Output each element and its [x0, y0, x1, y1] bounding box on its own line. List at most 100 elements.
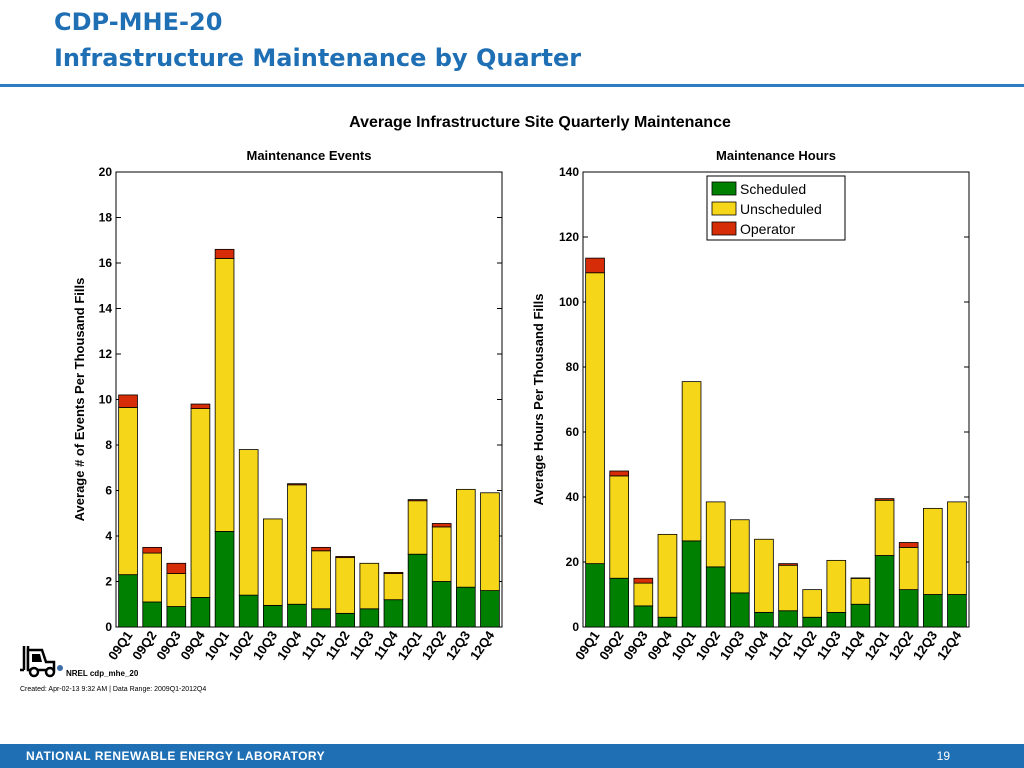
bar-scheduled-09Q2 [142, 601, 162, 628]
bar-unscheduled-09Q3 [166, 573, 187, 607]
legend: Scheduled Unscheduled Operator [706, 175, 846, 241]
created-info: Created: Apr-02-13 9:32 AM | Data Range:… [20, 686, 207, 693]
bar-operator-12Q2 [898, 542, 919, 548]
charts-canvas: 0246810121416182009Q109Q209Q309Q410Q110Q… [72, 148, 970, 663]
x-tick-label: 12Q4 [934, 627, 965, 662]
bar-operator-12Q1 [407, 499, 428, 502]
bar-unscheduled-12Q1 [407, 500, 428, 555]
bar-unscheduled-09Q1 [585, 272, 605, 565]
bar-scheduled-11Q2 [802, 616, 822, 628]
bar-unscheduled-11Q1 [311, 550, 331, 610]
legend-label-scheduled: Scheduled [740, 181, 806, 197]
slide-title: CDP-MHE-20 Infrastructure Maintenance by… [54, 4, 581, 76]
bar-operator-09Q4 [190, 403, 211, 409]
x-tick-label: 09Q4 [177, 627, 208, 662]
x-tick-label: 10Q3 [717, 628, 748, 663]
y-tick-label: 10 [99, 393, 113, 407]
y-tick-label: 18 [99, 211, 113, 225]
y-tick-label: 80 [566, 360, 580, 374]
bar-unscheduled-11Q1 [778, 564, 798, 612]
y-tick-label: 100 [559, 295, 579, 309]
x-tick-label: 11Q3 [814, 628, 844, 662]
bar-unscheduled-10Q3 [730, 519, 750, 594]
bar-operator-10Q1 [214, 248, 235, 259]
bar-unscheduled-12Q4 [947, 501, 967, 595]
bar-unscheduled-09Q1 [118, 407, 138, 576]
bar-scheduled-10Q1 [681, 540, 702, 628]
x-tick-label: 11Q3 [347, 628, 377, 662]
bar-scheduled-12Q2 [898, 589, 919, 628]
y-axis-label: Average # of Events Per Thousand Fills [72, 278, 87, 522]
bar-operator-09Q2 [609, 470, 629, 477]
x-tick-label: 09Q3 [620, 628, 651, 663]
bar-unscheduled-11Q4 [850, 577, 871, 605]
bar-scheduled-10Q3 [263, 604, 283, 628]
chart-title: Maintenance Hours [716, 148, 836, 163]
footer-bar: NATIONAL RENEWABLE ENERGY LABORATORY 19 [0, 744, 1024, 768]
x-tick-label: 12Q3 [443, 628, 474, 663]
nrel-chart-id: NREL cdp_mhe_20 [66, 669, 139, 678]
bar-operator-10Q4 [287, 483, 307, 486]
chart-2: 02040608010012014009Q109Q209Q309Q410Q110… [531, 148, 970, 663]
bar-unscheduled-12Q3 [456, 488, 476, 588]
bar-scheduled-12Q1 [407, 553, 428, 628]
bar-unscheduled-10Q4 [754, 538, 774, 613]
bar-operator-09Q1 [118, 394, 138, 408]
bar-unscheduled-10Q1 [681, 381, 702, 542]
chart-title: Maintenance Events [247, 148, 372, 163]
x-tick-label: 10Q2 [693, 628, 724, 663]
bar-scheduled-10Q1 [214, 531, 235, 628]
footer-organization: NATIONAL RENEWABLE ENERGY LABORATORY [26, 749, 326, 763]
x-tick-label: 10Q2 [226, 628, 257, 663]
y-tick-label: 120 [559, 230, 579, 244]
bar-unscheduled-10Q3 [263, 518, 283, 606]
legend-swatch-operator [711, 221, 737, 236]
bar-scheduled-10Q3 [730, 592, 750, 628]
x-tick-label: 11Q1 [765, 628, 795, 662]
y-tick-label: 2 [105, 575, 112, 589]
legend-swatch-scheduled [711, 181, 737, 196]
y-tick-label: 20 [99, 165, 113, 179]
y-tick-label: 8 [105, 438, 112, 452]
bar-unscheduled-10Q1 [214, 258, 235, 532]
y-tick-label: 40 [566, 490, 580, 504]
x-tick-label: 11Q4 [371, 627, 402, 662]
x-tick-label: 09Q4 [644, 627, 675, 662]
bar-unscheduled-09Q2 [142, 552, 162, 603]
bar-operator-09Q2 [142, 546, 162, 554]
y-tick-label: 60 [566, 425, 580, 439]
bar-scheduled-11Q4 [850, 603, 871, 628]
bar-operator-11Q1 [311, 546, 331, 552]
bar-unscheduled-12Q1 [874, 499, 895, 556]
bar-scheduled-09Q4 [190, 597, 211, 628]
x-tick-label: 09Q2 [129, 628, 160, 663]
y-axis-label: Average Hours Per Thousand Fills [531, 294, 546, 506]
y-tick-label: 14 [99, 302, 113, 316]
slide-title-line1: CDP-MHE-20 [54, 8, 223, 36]
bar-unscheduled-11Q3 [359, 562, 380, 610]
bar-scheduled-09Q1 [585, 563, 605, 628]
bar-scheduled-11Q3 [826, 611, 847, 628]
bar-unscheduled-11Q3 [826, 559, 847, 613]
x-tick-label: 11Q4 [838, 627, 869, 662]
x-tick-label: 12Q2 [419, 628, 450, 663]
bar-scheduled-09Q3 [166, 606, 187, 628]
bar-operator-11Q4 [850, 577, 871, 579]
chart-1: 0246810121416182009Q109Q209Q309Q410Q110Q… [72, 148, 503, 663]
title-divider [0, 84, 1024, 87]
x-tick-label: 11Q2 [790, 628, 820, 662]
x-tick-label: 10Q1 [201, 628, 232, 663]
bar-scheduled-12Q2 [431, 581, 452, 628]
slide-title-line2: Infrastructure Maintenance by Quarter [54, 44, 582, 72]
x-tick-label: 11Q2 [323, 628, 353, 662]
bar-scheduled-09Q2 [609, 577, 629, 628]
bar-unscheduled-09Q3 [633, 582, 654, 607]
bar-scheduled-09Q4 [657, 616, 678, 628]
legend-label-unscheduled: Unscheduled [740, 201, 822, 217]
y-tick-label: 0 [572, 620, 579, 634]
bar-unscheduled-12Q2 [431, 526, 452, 582]
plot-frame [582, 171, 970, 628]
bar-unscheduled-12Q4 [480, 492, 500, 591]
forklift-icon [20, 646, 63, 678]
bar-operator-11Q1 [778, 563, 798, 566]
